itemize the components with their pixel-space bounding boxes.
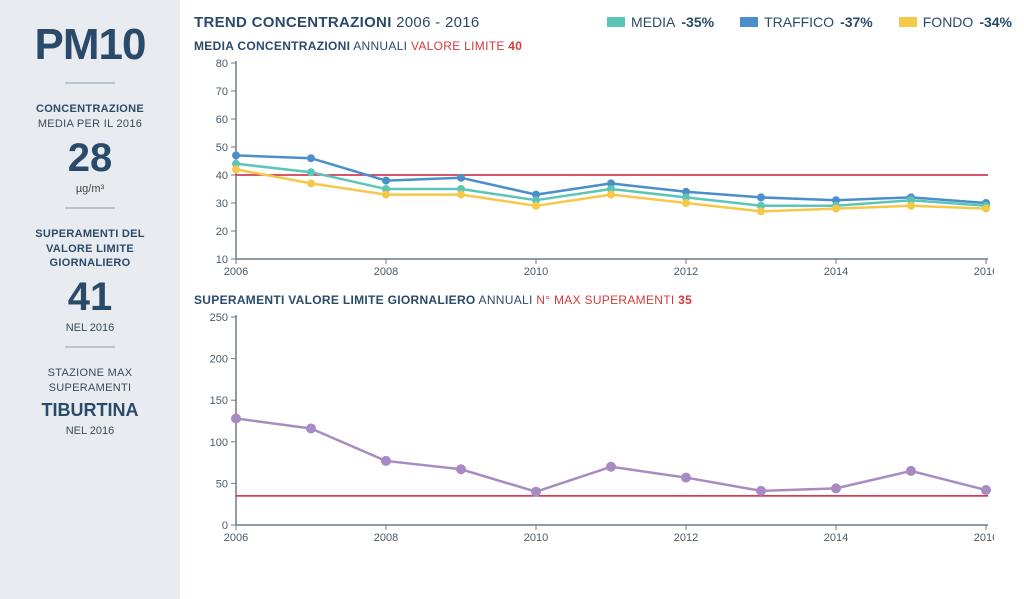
chart2: 0 50 100 150 200 250 2006 2008 2010 2012 2014 2016 [194, 309, 1012, 547]
svg-text:20: 20 [216, 226, 228, 238]
stat-label: STAZIONE MAX SUPERAMENTI [10, 366, 170, 396]
svg-text:2014: 2014 [824, 532, 848, 544]
svg-text:50: 50 [216, 142, 228, 154]
svg-text:30: 30 [216, 198, 228, 210]
page-title: PM10 [10, 20, 170, 70]
svg-text:2006: 2006 [224, 266, 248, 278]
stat-unit: µg/m³ [10, 183, 170, 195]
limit-value: 40 [508, 39, 522, 53]
sidebar: PM10 CONCENTRAZIONE MEDIA PER IL 2016 28… [0, 0, 180, 599]
svg-text:100: 100 [210, 437, 228, 449]
stat-sub: NEL 2016 [10, 322, 170, 334]
stat-label-line: MEDIA PER IL 2016 [38, 118, 142, 130]
subtitle-bold: SUPERAMENTI VALORE LIMITE GIORNALIERO [194, 293, 476, 307]
stat-value: 41 [10, 275, 170, 320]
svg-text:150: 150 [210, 395, 228, 407]
svg-text:2016: 2016 [974, 266, 994, 278]
svg-text:2008: 2008 [374, 532, 398, 544]
stat-exceedances: SUPERAMENTI DEL VALORE LIMITE GIORNALIER… [10, 227, 170, 335]
header-title: TREND CONCENTRAZIONI 2006 - 2016 [194, 14, 480, 31]
svg-text:2014: 2014 [824, 266, 848, 278]
divider [65, 207, 115, 209]
svg-text:60: 60 [216, 114, 228, 126]
svg-text:200: 200 [210, 354, 228, 366]
limit-value: 35 [678, 293, 692, 307]
chart1: 10 20 30 40 50 60 70 80 2006 2008 2010 2012 2014 2016 [194, 55, 1012, 281]
svg-text:70: 70 [216, 86, 228, 98]
legend-item: FONDO -34% [899, 14, 1012, 30]
stat-label-bold: GIORNALIERO [50, 257, 131, 269]
svg-text:2010: 2010 [524, 532, 548, 544]
chart2-subtitle: SUPERAMENTI VALORE LIMITE GIORNALIERO AN… [194, 293, 1012, 307]
stat-concentration: CONCENTRAZIONE MEDIA PER IL 2016 28 µg/m… [10, 102, 170, 195]
subtitle-bold: MEDIA CONCENTRAZIONI [194, 39, 350, 53]
stat-sub: NEL 2016 [10, 425, 170, 437]
svg-text:40: 40 [216, 170, 228, 182]
legend-swatch [899, 17, 917, 27]
stat-label-bold: SUPERAMENTI DEL [35, 228, 145, 240]
svg-text:50: 50 [216, 478, 228, 490]
stat-value: 28 [10, 136, 170, 181]
svg-text:2010: 2010 [524, 266, 548, 278]
divider [65, 346, 115, 348]
svg-text:2012: 2012 [674, 266, 698, 278]
header-row: TREND CONCENTRAZIONI 2006 - 2016 MEDIA -… [194, 14, 1012, 31]
legend-delta: -37% [840, 14, 873, 30]
divider [65, 82, 115, 84]
svg-text:80: 80 [216, 58, 228, 70]
svg-text:10: 10 [216, 254, 228, 266]
stat-label: SUPERAMENTI DEL VALORE LIMITE GIORNALIER… [10, 227, 170, 272]
legend-label: FONDO [923, 14, 974, 30]
svg-text:2006: 2006 [224, 532, 248, 544]
stat-label-line: SUPERAMENTI [49, 382, 132, 394]
subtitle-rest: ANNUALI [476, 293, 537, 307]
svg-text:250: 250 [210, 312, 228, 324]
legend-label: MEDIA [631, 14, 675, 30]
svg-text:2012: 2012 [674, 532, 698, 544]
legend-swatch [607, 17, 625, 27]
stat-station: STAZIONE MAX SUPERAMENTI TIBURTINA NEL 2… [10, 366, 170, 437]
stat-label-bold: VALORE LIMITE [46, 243, 134, 255]
main-panel: TREND CONCENTRAZIONI 2006 - 2016 MEDIA -… [180, 0, 1024, 599]
svg-text:2008: 2008 [374, 266, 398, 278]
subtitle-rest: ANNUALI [350, 39, 411, 53]
header-title-bold: TREND CONCENTRAZIONI [194, 14, 392, 31]
legend-item: TRAFFICO -37% [740, 14, 873, 30]
legend-swatch [740, 17, 758, 27]
limit-label-text: N° MAX SUPERAMENTI [536, 293, 674, 307]
svg-text:0: 0 [222, 520, 228, 532]
svg-text:2016: 2016 [974, 532, 994, 544]
stat-label-line: STAZIONE MAX [48, 367, 133, 379]
station-name: TIBURTINA [10, 400, 170, 421]
legend-delta: -34% [979, 14, 1012, 30]
legend: MEDIA -35% TRAFFICO -37% FONDO -34% [607, 14, 1012, 30]
header-title-range: 2006 - 2016 [396, 14, 479, 31]
limit-label: N° MAX SUPERAMENTI 35 [536, 293, 692, 307]
limit-label-text: VALORE LIMITE [411, 39, 505, 53]
stat-label-bold: CONCENTRAZIONE [36, 103, 144, 115]
legend-delta: -35% [681, 14, 714, 30]
legend-item: MEDIA -35% [607, 14, 714, 30]
limit-label: VALORE LIMITE 40 [411, 39, 522, 53]
chart1-subtitle: MEDIA CONCENTRAZIONI ANNUALI VALORE LIMI… [194, 39, 1012, 53]
stat-label: CONCENTRAZIONE MEDIA PER IL 2016 [10, 102, 170, 132]
legend-label: TRAFFICO [764, 14, 834, 30]
